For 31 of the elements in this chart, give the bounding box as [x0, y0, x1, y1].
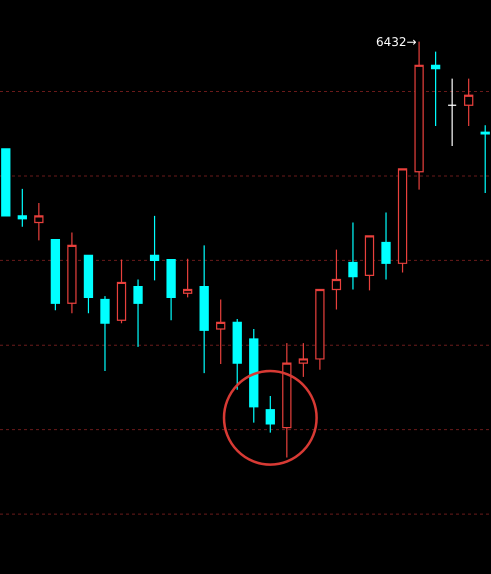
- candlestick: [249, 328, 258, 424]
- candlestick: [381, 212, 391, 280]
- candlestick: [398, 168, 408, 274]
- annotation: 6432→: [376, 35, 417, 49]
- candlestick: [266, 395, 275, 434]
- candlestick: [448, 78, 457, 147]
- candlestick: [182, 258, 192, 298]
- candlestick: [232, 318, 242, 390]
- candlestick: [1, 148, 10, 216]
- candlestick: [216, 298, 226, 365]
- candlestick: [282, 342, 292, 458]
- candlestick: [315, 288, 325, 370]
- candlestick: [298, 342, 308, 378]
- candlestick: [18, 188, 27, 228]
- candlestick: [166, 258, 176, 321]
- candlestick: [133, 278, 143, 348]
- candlestick: [430, 50, 440, 127]
- candlestick: [50, 238, 60, 311]
- candlestick: [464, 78, 474, 127]
- candlestick: [150, 215, 160, 281]
- candlestick: [414, 40, 424, 190]
- candlestick: [84, 254, 94, 314]
- candlestick: [200, 244, 209, 374]
- candlestick: [480, 124, 490, 194]
- candlestick: [332, 248, 342, 310]
- candlestick: [348, 222, 358, 290]
- candlestick: [116, 258, 126, 324]
- candlestick: [100, 296, 110, 372]
- candlestick: [364, 235, 374, 291]
- candlestick: [34, 202, 44, 242]
- candlestick: [67, 232, 77, 314]
